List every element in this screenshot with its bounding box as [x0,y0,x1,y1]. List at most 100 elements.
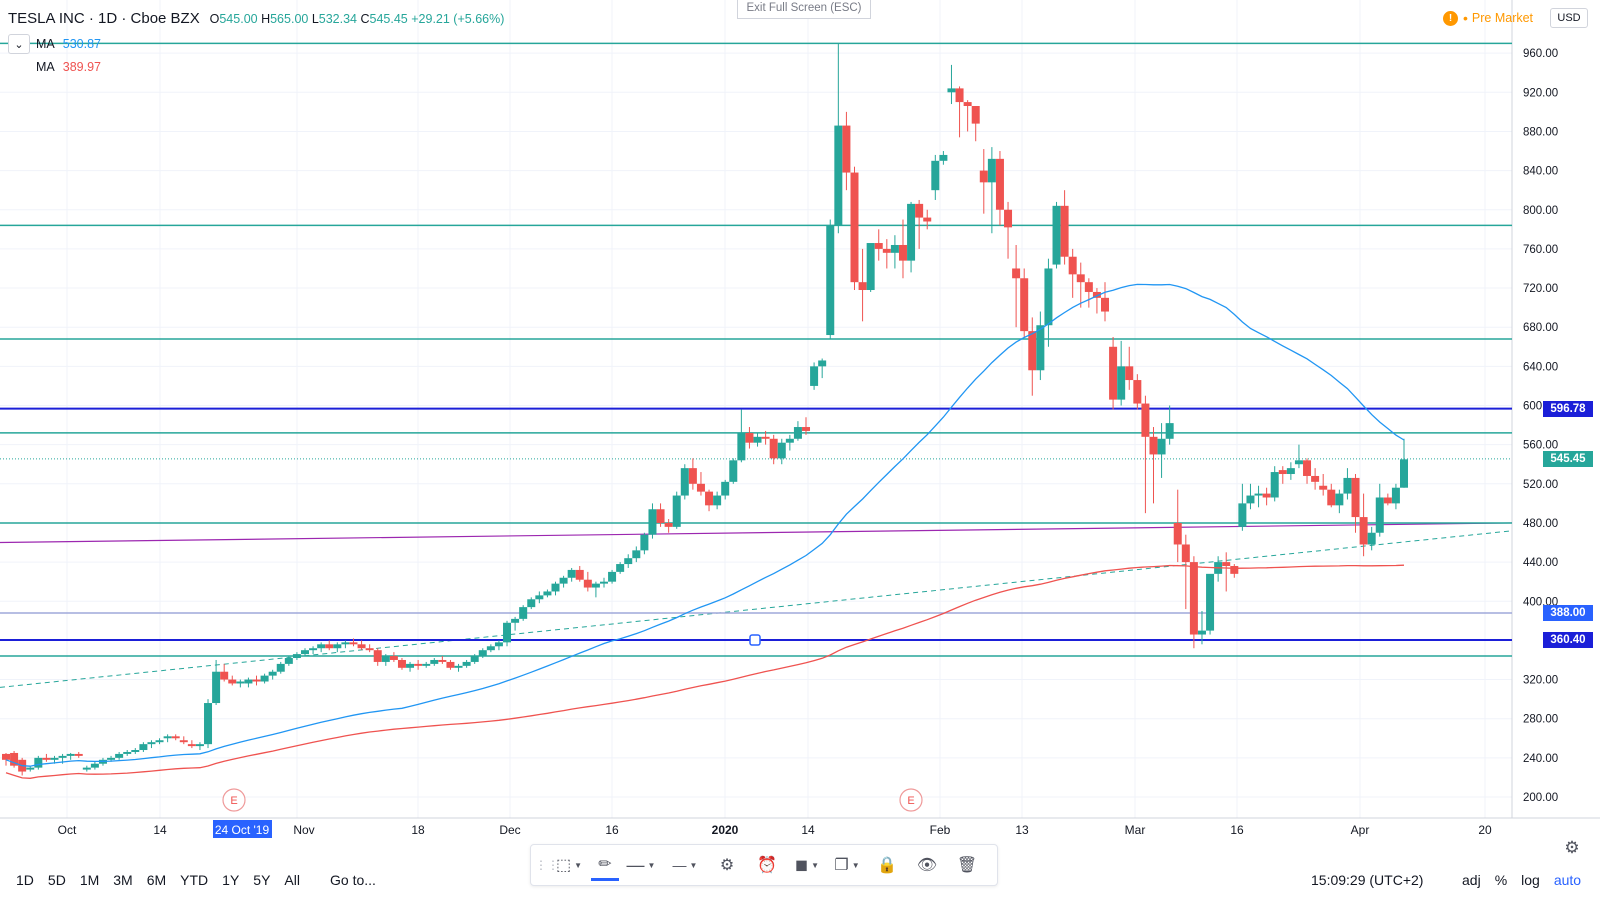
candle [818,358,827,379]
candle [1101,282,1110,322]
symbol-header: TESLA INC · 1D · Cboe BZX O545.00 H565.0… [8,10,504,27]
log-toggle[interactable]: log [1521,872,1540,888]
candle [987,147,996,234]
candle [1343,468,1352,500]
pencil-button[interactable]: ✏ [591,849,619,881]
candle [276,661,285,674]
settings-gear-icon: ⚙ [719,857,735,874]
percent-toggle[interactable]: % [1494,872,1508,888]
candle [559,575,568,588]
candle [826,219,835,339]
candle [1214,556,1223,582]
candle [971,106,980,142]
candle-body [1238,503,1247,527]
visibility-button[interactable]: 👁 [907,849,947,881]
candle [236,679,245,688]
candle [777,438,786,465]
settings-button[interactable]: ⚙ [707,849,747,881]
alert-button[interactable]: ⏰ [747,849,787,881]
candle-body [284,658,293,664]
clock[interactable]: 15:09:29 (UTC+2) [1311,872,1424,888]
candle [1076,262,1085,308]
range-1y[interactable]: 1Y [222,872,240,888]
candle-body [1084,282,1093,292]
candle [1254,485,1263,508]
selection-frame-button[interactable]: ⬚ ▼ [555,857,583,874]
collapse-indicators-button[interactable]: ⌄ [8,34,30,54]
candle [1181,534,1190,610]
candle [1270,466,1279,502]
clone-button[interactable]: ❐ ▼ [834,857,860,874]
candle [1109,336,1118,410]
range-5y[interactable]: 5Y [253,872,271,888]
candle-body [648,509,657,535]
price-axis-label: 680.00 [1523,322,1558,334]
earnings-marker-icon [222,788,246,812]
candle-body [664,522,673,527]
symbol-title[interactable]: TESLA INC · 1D · Cboe BZX [8,10,200,27]
range-ytd[interactable]: YTD [180,872,209,888]
candle-body [583,579,592,588]
line-style-button[interactable]: — ▼ [626,854,656,875]
candle-body [1383,497,1392,504]
lock-button[interactable]: 🔒 [867,849,907,881]
range-all[interactable]: All [284,872,300,888]
delete-button[interactable]: 🗑 [947,849,987,881]
drag-handle-icon[interactable]: ⋮⋮ [535,858,559,872]
candle [66,752,75,760]
candle-body [898,244,907,261]
candle [850,166,859,291]
candle-body [195,744,204,747]
indicator-ma-slow[interactable]: MA 389.97 [8,60,101,74]
candle-body [915,203,924,218]
candle-body [519,607,528,619]
candle-body [1092,291,1101,298]
candle-body [309,648,318,651]
candle [519,605,528,621]
go-to-date-button[interactable]: Go to... [330,872,376,888]
range-6m[interactable]: 6M [146,872,167,888]
candle-body [462,661,471,666]
range-1m[interactable]: 1M [79,872,100,888]
candle [42,753,51,762]
range-1d[interactable]: 1D [16,872,34,888]
candle-body [713,495,722,506]
range-3m[interactable]: 3M [113,872,133,888]
candle [284,656,293,666]
candle [1335,489,1344,514]
chart-settings-gear-icon[interactable]: ⚙ [1564,838,1580,857]
range-5d[interactable]: 5D [47,872,66,888]
time-axis-label: 14 [153,823,167,837]
candle-body [1101,297,1110,312]
candle-body [995,158,1004,210]
pre-market-indicator[interactable]: ! • Pre Market [1443,10,1533,26]
candle-body [818,360,827,367]
line-width-button[interactable]: — ▼ [672,857,698,873]
currency-button[interactable]: USD [1550,8,1588,28]
candle [1383,493,1392,506]
clone-icon: ❐ [834,857,849,874]
adj-toggle[interactable]: adj [1462,872,1481,888]
candle [131,748,140,754]
candle [866,243,875,292]
indicator-ma-fast[interactable]: ⌄ MA 530.87 [8,34,101,54]
candle-body [74,753,83,756]
candle-body [599,581,608,584]
candle-body [317,644,326,649]
candle [34,755,43,770]
candle-body [1076,274,1085,283]
candle [1351,474,1360,533]
exit-fullscreen-button[interactable]: Exit Full Screen (ESC) [737,0,871,19]
candle [874,229,883,261]
candle-body [1068,256,1077,275]
candle [454,663,463,672]
fill-color-button[interactable]: ◼ ▼ [794,857,820,874]
candle [1117,340,1126,406]
candle-body [50,757,59,760]
time-axis-label: 2020 [712,823,739,837]
low-value: 532.34 [318,12,358,26]
auto-toggle[interactable]: auto [1553,872,1582,888]
price-axis-label: 200.00 [1523,792,1558,804]
candle [551,581,560,596]
